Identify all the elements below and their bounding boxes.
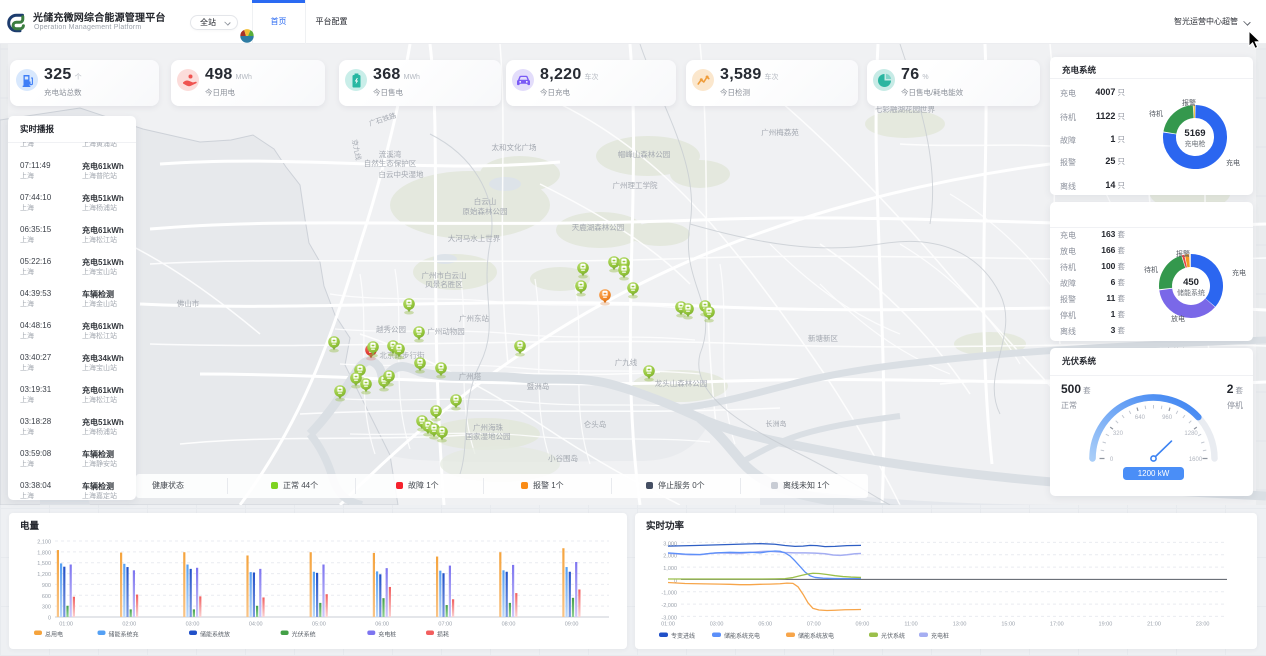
svg-text:09:00: 09:00 (565, 622, 579, 628)
svg-text:广九线: 广九线 (615, 357, 638, 367)
svg-text:2,000: 2,000 (663, 554, 677, 560)
svg-text:600: 600 (42, 594, 51, 600)
svg-text:广州海珠: 广州海珠 (473, 422, 503, 432)
svg-text:白云中央湿地: 白云中央湿地 (379, 169, 424, 179)
svg-text:太和文化广场: 太和文化广场 (492, 142, 537, 152)
svg-text:小谷围岛: 小谷围岛 (548, 453, 578, 463)
svg-text:储能系统充: 储能系统充 (109, 631, 139, 639)
svg-text:龙头山森林公园: 龙头山森林公园 (655, 378, 708, 388)
svg-text:13:00: 13:00 (953, 622, 967, 628)
svg-text:1200 kW: 1200 kW (1138, 469, 1170, 478)
svg-text:05:00: 05:00 (758, 622, 772, 628)
svg-text:待机: 待机 (1144, 265, 1158, 274)
svg-text:自然生态保护区: 自然生态保护区 (364, 158, 417, 168)
svg-text:05:00: 05:00 (312, 622, 326, 628)
svg-text:天鹿湖森林公园: 天鹿湖森林公园 (572, 222, 625, 232)
svg-text:01:00: 01:00 (59, 622, 73, 628)
svg-text:长洲岛: 长洲岛 (766, 419, 787, 428)
svg-text:待机: 待机 (1149, 109, 1163, 118)
svg-text:03:00: 03:00 (186, 622, 200, 628)
svg-text:广州塔: 广州塔 (459, 371, 482, 381)
svg-text:2,100: 2,100 (37, 540, 51, 546)
svg-text:-2,000: -2,000 (661, 603, 677, 609)
svg-text:原始森林公园: 原始森林公园 (463, 206, 508, 216)
svg-text:充电: 充电 (1226, 158, 1240, 167)
svg-text:02:00: 02:00 (122, 622, 136, 628)
svg-text:450: 450 (1183, 277, 1199, 288)
svg-text:0: 0 (48, 616, 51, 622)
svg-text:报警: 报警 (1176, 249, 1190, 258)
svg-text:放电: 放电 (1171, 314, 1185, 323)
svg-text:03:00: 03:00 (710, 622, 724, 628)
svg-text:帽峰山森林公园: 帽峰山森林公园 (618, 149, 671, 159)
svg-text:900: 900 (42, 583, 51, 589)
svg-text:报警: 报警 (1182, 98, 1196, 107)
svg-text:3,000: 3,000 (663, 541, 677, 547)
svg-text:白云山: 白云山 (474, 196, 497, 206)
svg-text:-1,000: -1,000 (661, 591, 677, 597)
svg-text:300: 300 (42, 605, 51, 611)
svg-text:1,200: 1,200 (37, 572, 51, 578)
svg-text:风景名胜区: 风景名胜区 (425, 279, 463, 289)
svg-text:损耗: 损耗 (437, 631, 449, 639)
svg-text:总用电: 总用电 (45, 631, 63, 639)
svg-text:储能系统放电: 储能系统放电 (798, 632, 834, 640)
svg-text:320: 320 (1113, 431, 1124, 437)
svg-text:新塘新区: 新塘新区 (808, 333, 838, 343)
svg-text:15:00: 15:00 (1001, 622, 1015, 628)
svg-text:-3,000: -3,000 (661, 615, 677, 621)
svg-text:佛山市: 佛山市 (177, 298, 200, 308)
svg-text:暨洲岛: 暨洲岛 (527, 381, 550, 391)
svg-text:专变进线: 专变进线 (671, 632, 695, 640)
svg-text:充电桩: 充电桩 (378, 631, 396, 639)
svg-text:1600: 1600 (1189, 457, 1203, 463)
svg-text:储能系统充电: 储能系统充电 (724, 632, 760, 640)
svg-text:1280: 1280 (1184, 431, 1198, 437)
svg-text:04:00: 04:00 (249, 622, 263, 628)
svg-text:七彩融湖花园世界: 七彩融湖花园世界 (875, 104, 935, 114)
svg-text:广州梅荔苑: 广州梅荔苑 (761, 127, 799, 137)
svg-text:储能系统放: 储能系统放 (200, 631, 230, 639)
svg-text:960: 960 (1162, 415, 1173, 421)
svg-text:1,000: 1,000 (663, 566, 677, 572)
svg-text:广州动物园: 广州动物园 (427, 326, 465, 336)
svg-text:1,500: 1,500 (37, 561, 51, 567)
svg-text:08:00: 08:00 (502, 622, 516, 628)
svg-text:储能系统: 储能系统 (1177, 288, 1205, 297)
svg-text:充电枪: 充电枪 (1185, 139, 1206, 148)
svg-text:17:00: 17:00 (1050, 622, 1064, 628)
svg-text:1,800: 1,800 (37, 550, 51, 556)
svg-text:充电桩: 充电桩 (931, 632, 949, 640)
svg-text:北京路步行街: 北京路步行街 (380, 350, 425, 360)
svg-text:06:00: 06:00 (375, 622, 389, 628)
svg-text:07:00: 07:00 (807, 622, 821, 628)
svg-text:广州东站: 广州东站 (459, 313, 489, 323)
svg-text:01:00: 01:00 (661, 622, 675, 628)
svg-text:国家湿地公园: 国家湿地公园 (466, 431, 511, 441)
svg-text:09:00: 09:00 (856, 622, 870, 628)
svg-text:0: 0 (674, 578, 677, 584)
svg-text:越秀公园: 越秀公园 (376, 324, 406, 334)
svg-text:大河马水上世界: 大河马水上世界 (448, 233, 501, 243)
svg-text:5169: 5169 (1184, 128, 1205, 139)
svg-text:11:00: 11:00 (904, 622, 917, 628)
svg-text:640: 640 (1135, 415, 1146, 421)
svg-text:光伏系统: 光伏系统 (881, 632, 905, 640)
svg-text:广州理工学院: 广州理工学院 (613, 180, 658, 190)
svg-text:光伏系统: 光伏系统 (292, 631, 316, 639)
svg-text:23:00: 23:00 (1196, 622, 1210, 628)
svg-text:07:00: 07:00 (438, 622, 452, 628)
svg-text:21:00: 21:00 (1147, 622, 1161, 628)
svg-text:充电: 充电 (1232, 268, 1246, 277)
svg-text:19:00: 19:00 (1099, 622, 1113, 628)
svg-text:流溪湾: 流溪湾 (379, 149, 402, 159)
svg-text:0: 0 (1110, 457, 1114, 463)
svg-text:广州市白云山: 广州市白云山 (422, 270, 467, 280)
svg-text:仑头岛: 仑头岛 (584, 419, 607, 429)
